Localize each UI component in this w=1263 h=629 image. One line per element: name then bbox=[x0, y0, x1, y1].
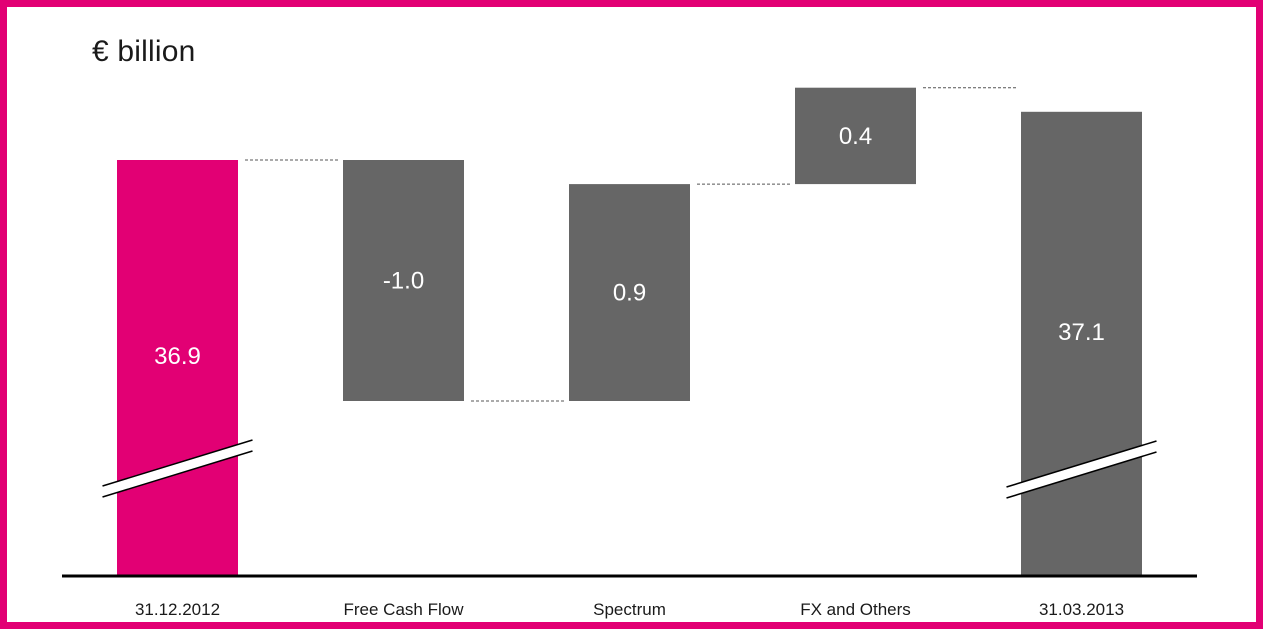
category-label-3: Spectrum bbox=[593, 600, 666, 619]
bars bbox=[117, 87, 1142, 577]
axis-break-gap-5 bbox=[1006, 441, 1157, 498]
category-label-4: FX and Others bbox=[800, 600, 911, 619]
axis-break-line-5-a bbox=[1006, 440, 1157, 488]
bar-5 bbox=[1021, 111, 1142, 577]
axis-break-line-5-b bbox=[1006, 451, 1157, 499]
bar-1 bbox=[117, 160, 238, 576]
category-labels: 31.12.2012 Free Cash Flow Spectrum FX and O… bbox=[135, 600, 1124, 619]
category-label-1: 31.12.2012 bbox=[135, 600, 220, 619]
category-label-2: Free Cash Flow bbox=[344, 600, 465, 619]
category-label-5: 31.03.2013 bbox=[1039, 600, 1124, 619]
bar-value-labels: 36.9 -1.0 0.9 0.4 37.1 bbox=[154, 123, 1105, 370]
bar-value-label-1: 36.9 bbox=[154, 343, 201, 370]
connector-lines bbox=[245, 87, 1017, 402]
axis-break-line-1-b bbox=[102, 450, 253, 498]
bar-value-label-5: 37.1 bbox=[1058, 319, 1105, 346]
axis-breaks bbox=[102, 439, 1157, 499]
bar-2 bbox=[343, 160, 464, 401]
bar-value-label-2: -1.0 bbox=[383, 268, 424, 295]
unit-label: € billion bbox=[92, 35, 196, 68]
bar-4 bbox=[795, 87, 916, 185]
axis-break-gap-1 bbox=[102, 440, 253, 497]
bar-value-label-3: 0.9 bbox=[613, 280, 646, 307]
bar-3 bbox=[569, 184, 690, 401]
bar-value-label-4: 0.4 bbox=[839, 123, 872, 150]
axis-break-line-1-a bbox=[102, 439, 253, 487]
